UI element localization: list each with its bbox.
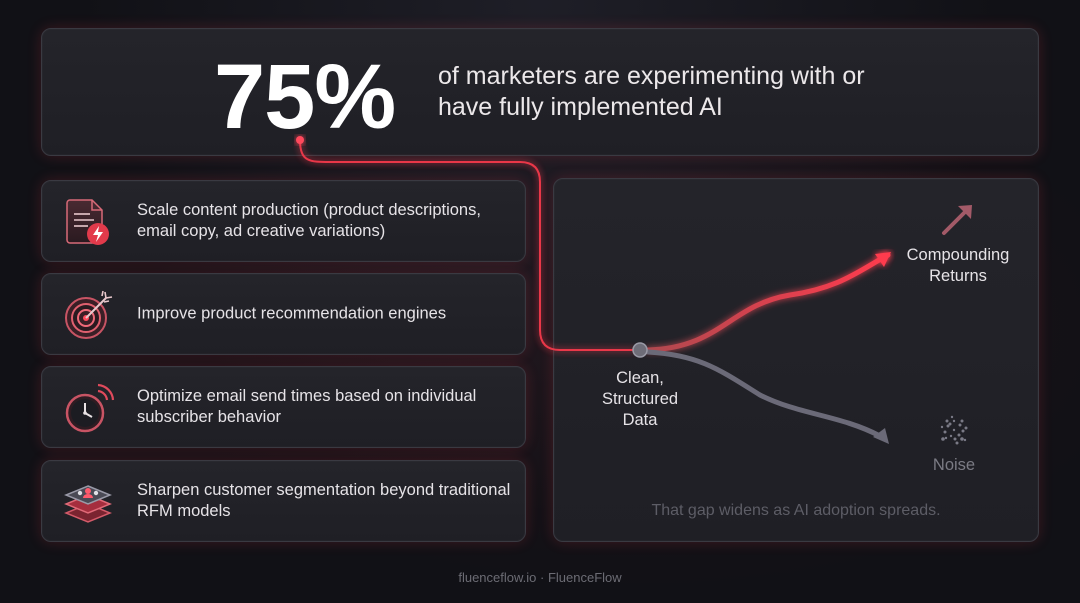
diagram-card — [553, 178, 1039, 542]
use-case-card-recommendation: Improve product recommendation engines — [41, 273, 526, 355]
noise-dot — [946, 424, 950, 428]
origin-node — [632, 342, 648, 358]
stat-description: of marketers are experimenting with or h… — [438, 62, 865, 121]
use-case-text: Scale content production (product descri… — [137, 201, 481, 240]
noise-dot — [960, 437, 964, 441]
noise-dot — [960, 419, 964, 423]
use-case-text: Sharpen customer segmentation beyond tra… — [137, 481, 511, 520]
use-case-card-content: Scale content production (product descri… — [41, 180, 526, 262]
target-arrow-icon — [65, 290, 113, 339]
diagram-caption: That gap widens as AI adoption spreads. — [651, 502, 941, 519]
upper-arrowhead — [875, 252, 891, 267]
noise-dot — [963, 438, 967, 442]
noise-dots-icon — [940, 415, 968, 445]
origin-label: Clean, Structured Data — [601, 369, 679, 429]
lower-arrowhead — [873, 428, 889, 444]
noise-dot — [964, 426, 968, 430]
upper-path — [645, 252, 891, 353]
layers-people-icon — [64, 485, 112, 523]
footer-credit: fluenceflow.io · FluenceFlow — [458, 570, 622, 585]
noise-dot — [941, 437, 945, 441]
noise-dot — [958, 423, 962, 427]
noise-dot — [952, 419, 956, 423]
connector-line — [299, 139, 636, 351]
noise-dot — [955, 441, 959, 445]
noise-dot — [948, 422, 952, 426]
clock-signal-icon — [65, 383, 115, 433]
noise-dot — [950, 415, 954, 419]
noise-dot — [945, 419, 949, 423]
noise-dot — [943, 430, 947, 434]
stat-number: 75% — [214, 46, 396, 148]
noise-dot — [952, 428, 956, 432]
noise-dot — [940, 425, 944, 429]
compounding-returns-label: Compounding Returns — [906, 246, 1010, 285]
use-case-card-segmentation: Sharpen customer segmentation beyond tra… — [41, 460, 526, 542]
lower-path — [645, 349, 883, 439]
use-case-card-email-timing: Optimize email send times based on indiv… — [41, 366, 526, 448]
noise-label: Noise — [932, 456, 976, 474]
noise-dot — [949, 434, 953, 438]
connector-start-dot — [296, 136, 304, 144]
arrow-up-right-icon — [942, 205, 972, 235]
noise-dot — [957, 433, 961, 437]
noise-dot — [953, 437, 957, 441]
noise-dot — [961, 429, 965, 433]
use-case-text: Optimize email send times based on indiv… — [137, 387, 477, 426]
use-case-text: Improve product recommendation engines — [137, 304, 447, 323]
document-lightning-icon — [66, 199, 109, 245]
stat-card: 75% of marketers are experimenting with … — [41, 28, 1039, 156]
noise-dot — [944, 436, 948, 440]
